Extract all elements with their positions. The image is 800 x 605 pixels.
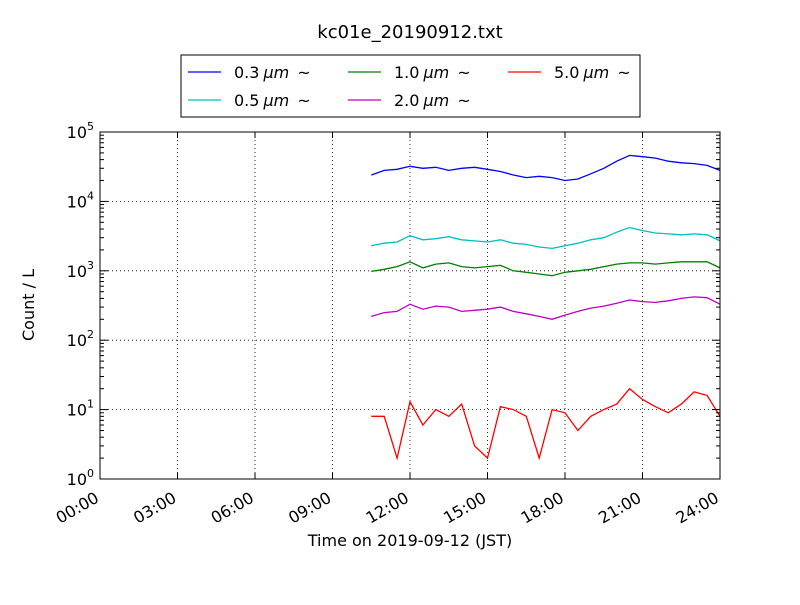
y-tick-label: 104 <box>67 189 94 211</box>
legend-label-name: 5.0 <box>554 63 579 82</box>
legend-label-name: 0.5 <box>234 91 259 110</box>
x-tick-label: 00:00 <box>53 488 102 528</box>
legend-label-unit: μm <box>422 91 449 110</box>
legend-label-unit: μm <box>582 63 609 82</box>
y-tick-base: 10 <box>67 331 87 350</box>
legend-label: 0.3 μm ~ <box>234 63 311 82</box>
series-layer <box>371 154 721 461</box>
x-tick-label: 09:00 <box>285 488 334 528</box>
legend-label-suffix: ~ <box>297 91 310 110</box>
legend-label-name: 2.0 <box>394 91 419 110</box>
chart-title: kc01e_20190912.txt <box>317 22 502 43</box>
y-tick-base: 10 <box>67 262 87 281</box>
y-tick-exponent: 2 <box>87 328 94 341</box>
legend-label-unit: μm <box>262 63 289 82</box>
tick-layer: 00:00 03:00 06:00 09:00 12:00 15:00 18:00 21:00… <box>53 120 722 528</box>
x-tick-label: 18:00 <box>518 488 567 528</box>
y-tick-base: 10 <box>67 470 87 489</box>
series-line-1-0um <box>371 261 721 277</box>
y-tick-label: 103 <box>67 259 94 281</box>
y-tick-exponent: 4 <box>87 189 94 202</box>
y-tick-base: 10 <box>67 192 87 211</box>
y-tick-exponent: 1 <box>87 398 94 411</box>
legend-label-suffix: ~ <box>617 63 630 82</box>
x-tick-label: 12:00 <box>363 488 412 528</box>
x-tick-label: 03:00 <box>130 488 179 528</box>
x-tick-label: 21:00 <box>595 488 644 528</box>
legend-label-unit: μm <box>262 91 289 110</box>
legend-label-unit: μm <box>422 63 449 82</box>
y-tick-label: 105 <box>67 120 94 142</box>
x-axis-label: Time on 2019-09-12 (JST) <box>307 531 512 550</box>
x-tick-label: 24:00 <box>673 488 722 528</box>
legend-label-name: 0.3 <box>234 63 259 82</box>
y-tick-exponent: 0 <box>87 467 94 480</box>
legend: 0.3 μm ~0.5 μm ~1.0 μm ~2.0 μm ~5.0 μm ~ <box>180 54 641 118</box>
series-line-2-0um <box>371 296 721 320</box>
legend-frame <box>180 54 641 118</box>
series-line-0-3um <box>371 154 721 182</box>
legend-label: 0.5 μm ~ <box>234 91 311 110</box>
legend-label-suffix: ~ <box>457 63 470 82</box>
grid-layer <box>100 132 720 479</box>
series-line-5-0um <box>371 387 721 461</box>
legend-label-suffix: ~ <box>297 63 310 82</box>
y-tick-label: 100 <box>67 467 94 489</box>
y-tick-exponent: 5 <box>87 120 94 133</box>
legend-label: 1.0 μm ~ <box>394 63 471 82</box>
y-tick-label: 101 <box>67 398 94 420</box>
y-tick-base: 10 <box>67 123 87 142</box>
series-line-0-5um <box>371 226 721 250</box>
legend-label: 2.0 μm ~ <box>394 91 471 110</box>
y-tick-label: 102 <box>67 328 94 350</box>
legend-label: 5.0 μm ~ <box>554 63 631 82</box>
x-tick-label: 15:00 <box>440 488 489 528</box>
legend-label-suffix: ~ <box>457 91 470 110</box>
y-axis-label: Count / L <box>19 269 38 341</box>
y-tick-exponent: 3 <box>87 259 94 272</box>
legend-label-name: 1.0 <box>394 63 419 82</box>
y-tick-base: 10 <box>67 401 87 420</box>
x-tick-label: 06:00 <box>208 488 257 528</box>
